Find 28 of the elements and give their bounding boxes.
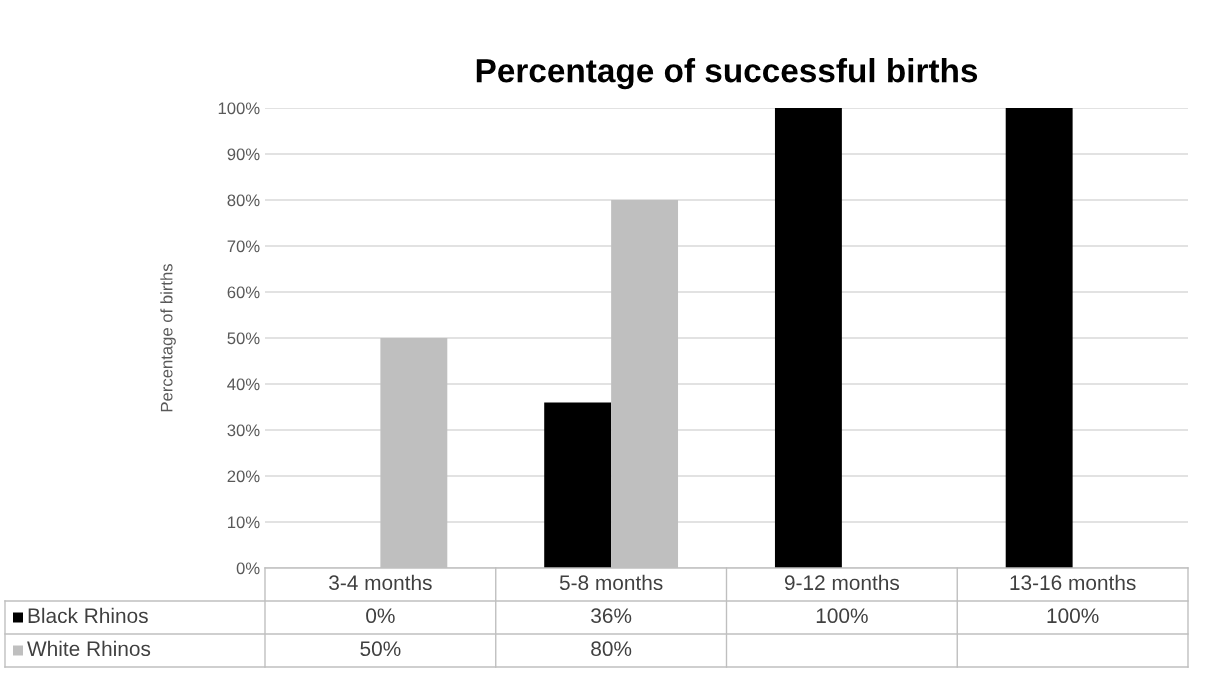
y-tick-label: 90% [227,148,260,161]
data-label: 100% [816,608,868,624]
y-tick-label: 20% [227,470,260,483]
bar [1005,108,1073,568]
data-label: 80% [591,641,632,657]
y-tick-label: 80% [227,194,260,207]
data-label: 36% [591,608,632,624]
bar [774,108,842,568]
y-tick-label: 0% [236,562,260,575]
x-tick-label: 5-8 months [559,574,663,591]
y-tick-label: 30% [227,424,260,437]
legend-label: Black Rhinos [28,607,148,624]
y-tick-label: 50% [227,332,260,345]
y-tick-label: 40% [227,378,260,391]
chart-title: Percentage of successful births [476,58,978,90]
y-tick-label: 10% [228,516,260,529]
y-tick-label: 70% [227,240,260,253]
x-tick-label: 9-12 months [784,574,900,591]
y-tick-label: 100% [218,102,260,115]
y-axis-title: Percentage of births [160,264,176,412]
x-tick-label: 3-4 months [329,574,432,591]
data-label: 0% [366,608,395,624]
data-label: 100% [1047,608,1099,624]
data-label: 50% [360,641,401,657]
bar [544,402,612,568]
x-tick-label: 13-16 months [1010,574,1136,591]
y-tick-label: 60% [227,286,260,299]
legend-label: White Rhinos [27,640,151,657]
